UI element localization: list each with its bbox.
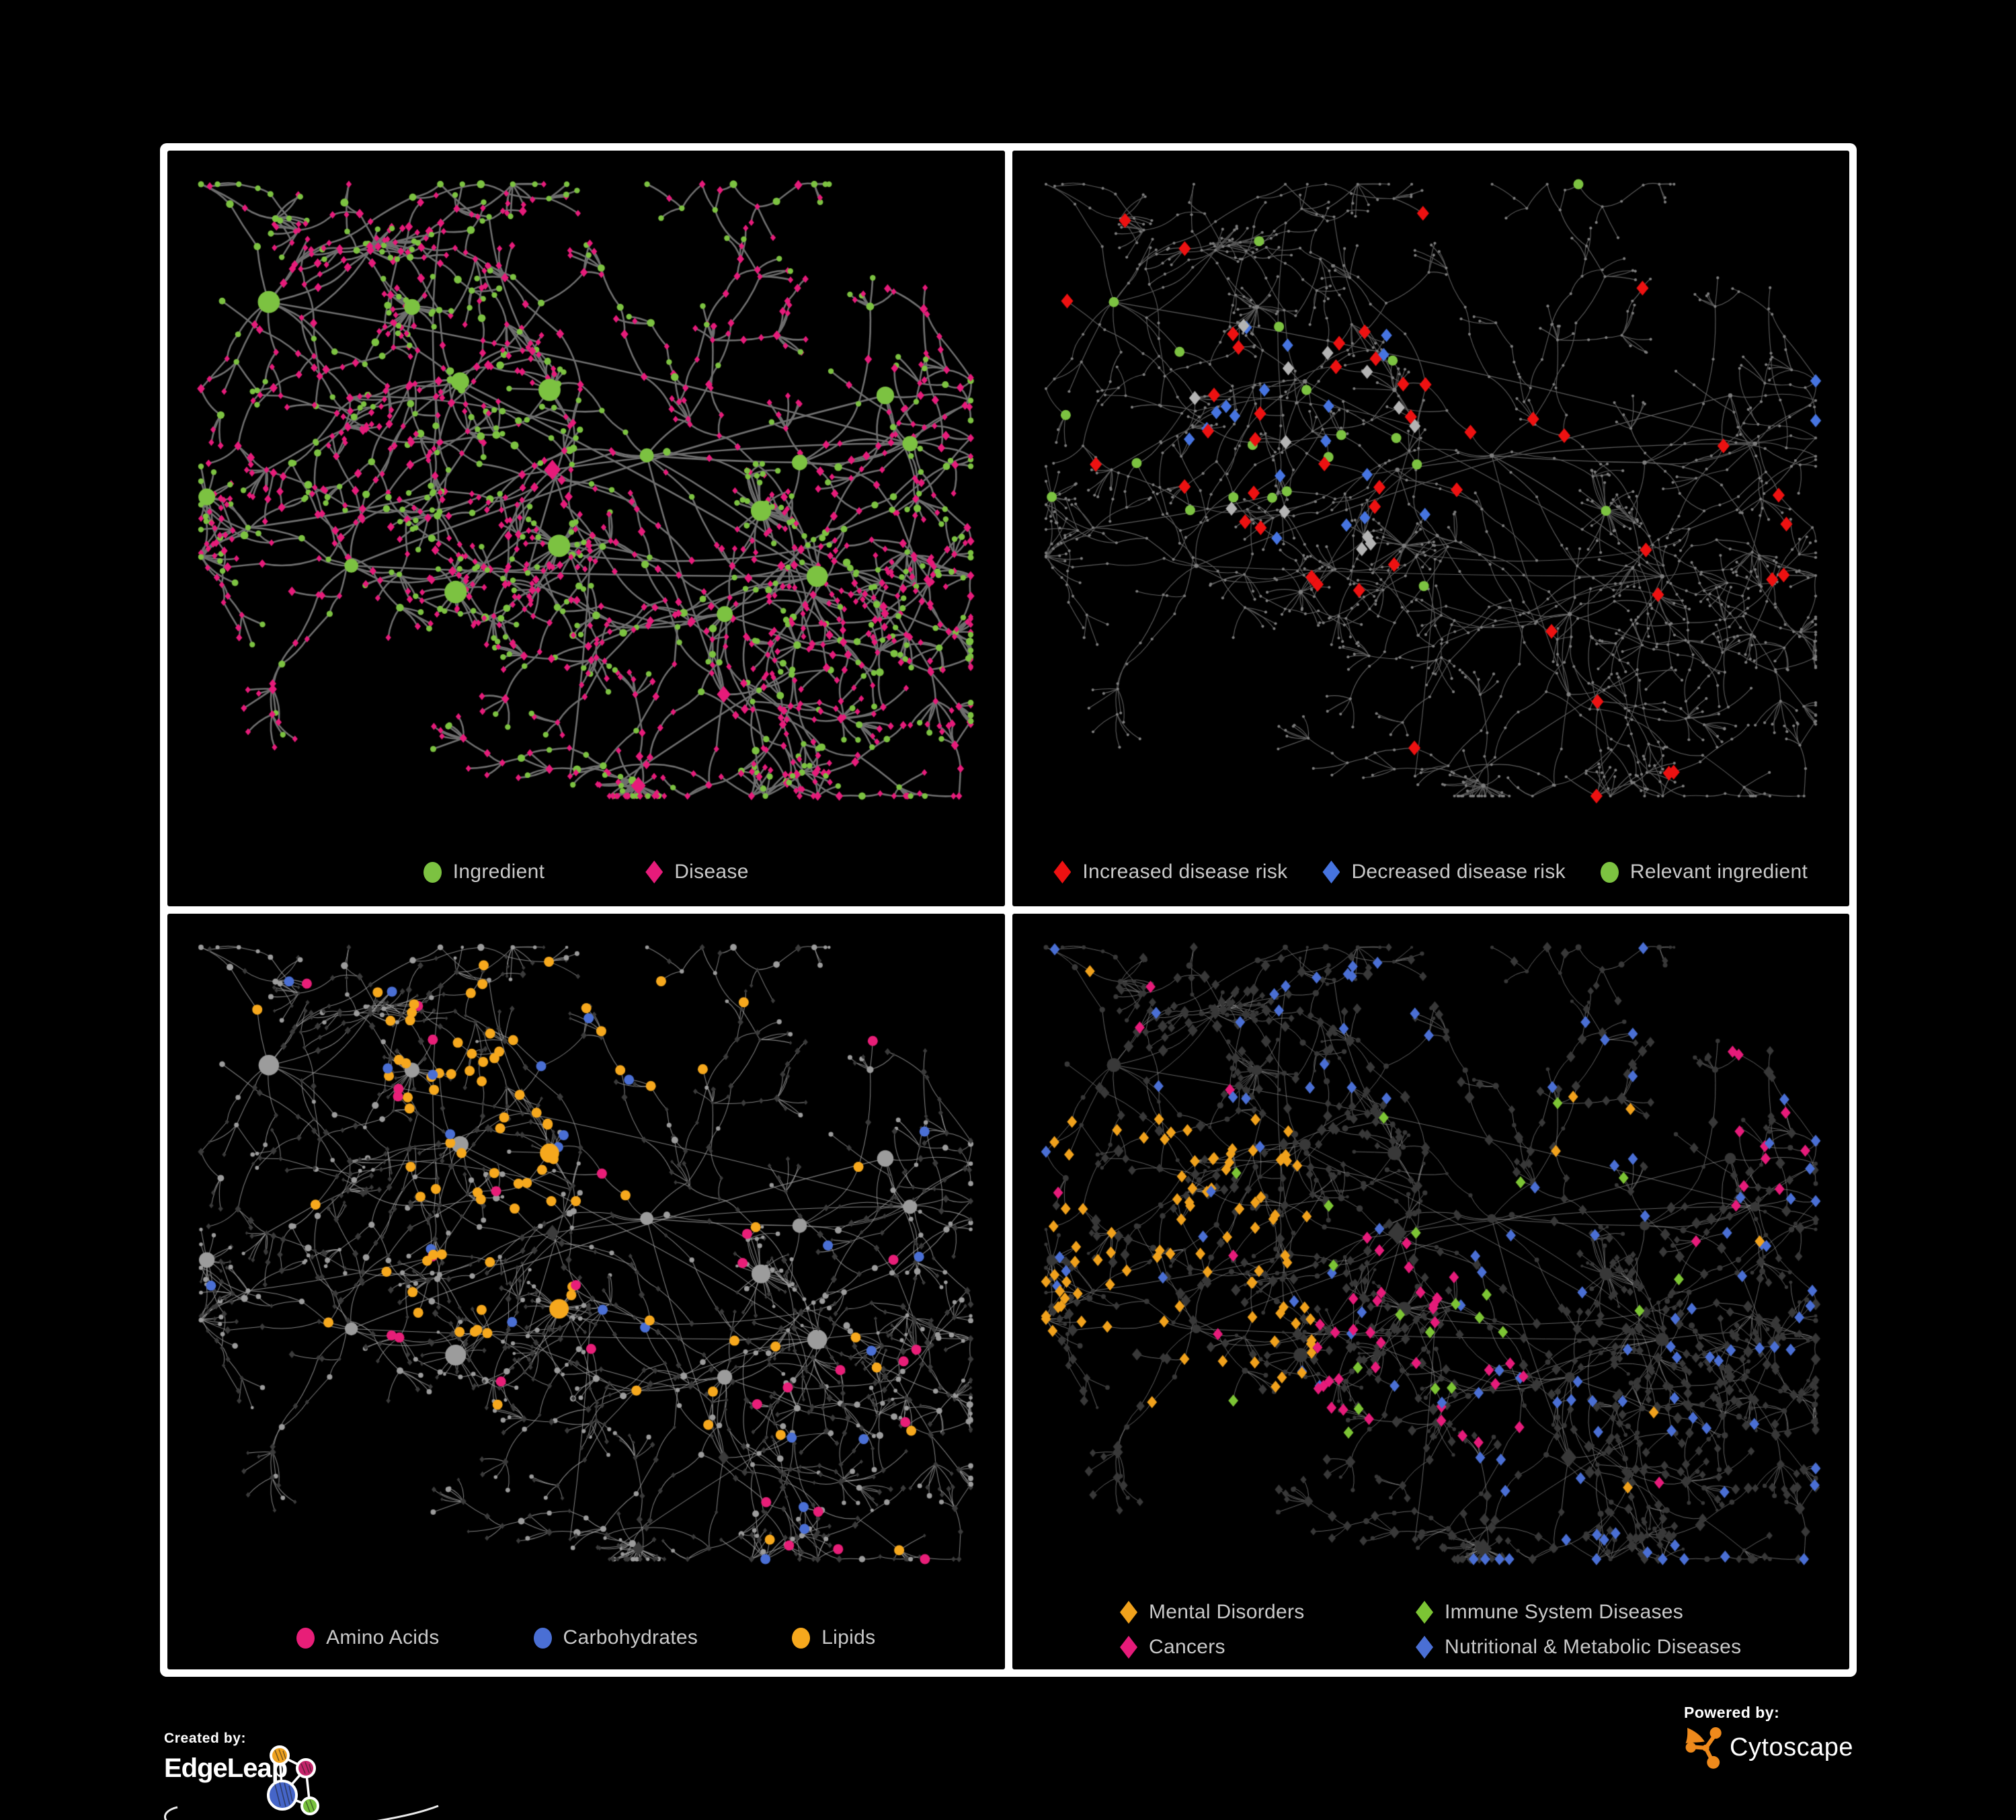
legend-item-cancers: Cancers <box>1120 1636 1389 1659</box>
legend-label: Disease <box>674 861 749 883</box>
powered-by-branding: Powered by: Cytoscape <box>1684 1704 1899 1784</box>
legend-label: Cancers <box>1149 1636 1225 1658</box>
cytoscape-wordmark: Cytoscape <box>1730 1733 1854 1762</box>
ingredient-swatch-icon <box>423 861 442 883</box>
legend-label: Mental Disorders <box>1149 1601 1305 1623</box>
network-canvas-ingredient-disease <box>167 151 1004 830</box>
legend-label: Immune System Diseases <box>1445 1601 1684 1623</box>
nutritional-metabolic-diseases-swatch-icon <box>1416 1636 1434 1659</box>
legend-item-mental-disorders: Mental Disorders <box>1120 1601 1389 1624</box>
legend-label: Relevant ingredient <box>1629 861 1808 883</box>
increased-disease-risk-swatch-icon <box>1053 861 1072 883</box>
disease-swatch-icon <box>645 861 663 883</box>
panel-disease-categories: Mental Disorders Immune System Diseases Ca… <box>1012 914 1850 1669</box>
immune-system-diseases-swatch-icon <box>1416 1601 1434 1624</box>
legend-item-amino-acids: Amino Acids <box>296 1626 439 1649</box>
legend-item-immune-system-diseases: Immune System Diseases <box>1416 1601 1741 1624</box>
edgeleap-logo-icon <box>267 1745 319 1815</box>
relevant-ingredient-swatch-icon <box>1600 861 1619 883</box>
network-canvas-disease-risk <box>1012 151 1849 830</box>
panel-disease-risk: Increased disease risk Decreased disease … <box>1012 151 1850 906</box>
cytoscape-logo-icon <box>1685 1727 1722 1769</box>
lipids-swatch-icon <box>792 1627 811 1649</box>
cancers-swatch-icon <box>1120 1636 1138 1659</box>
legend-item-carbohydrates: Carbohydrates <box>533 1626 698 1649</box>
legend-disease-risk: Increased disease risk Decreased disease … <box>1012 861 1850 883</box>
legend-item-ingredient: Ingredient <box>423 861 545 883</box>
panels-grid: Ingredient Disease Increased disease risk… <box>160 143 1857 1677</box>
powered-by-label: Powered by: <box>1684 1704 1780 1721</box>
legend-label: Decreased disease risk <box>1351 861 1566 883</box>
amino-acids-swatch-icon <box>296 1627 315 1649</box>
created-by-label: Created by: <box>164 1731 247 1746</box>
legend-label: Increased disease risk <box>1082 861 1288 883</box>
legend-item-nutritional-metabolic-diseases: Nutritional & Metabolic Diseases <box>1416 1636 1741 1659</box>
legend-nutrient-classes: Amino Acids Carbohydrates Lipids <box>167 1626 1005 1649</box>
edgeleap-row: EdgeLeap <box>164 1745 487 1820</box>
legend-label: Carbohydrates <box>563 1626 698 1649</box>
legend-label: Nutritional & Metabolic Diseases <box>1445 1636 1742 1658</box>
edgeleap-swoosh-icon <box>164 1805 439 1820</box>
panel-ingredient-disease: Ingredient Disease <box>167 151 1005 906</box>
legend-item-increased-disease-risk: Increased disease risk <box>1053 861 1287 883</box>
powered-by-row: Cytoscape <box>1684 1726 1899 1769</box>
panel-nutrient-classes: Amino Acids Carbohydrates Lipids <box>167 914 1005 1669</box>
legend-label: Amino Acids <box>326 1626 440 1649</box>
network-canvas-disease-categories <box>1012 914 1849 1593</box>
legend-disease-categories: Mental Disorders Immune System Diseases Ca… <box>1012 1601 1850 1659</box>
network-canvas-nutrient-classes <box>167 914 1004 1593</box>
legend-item-lipids: Lipids <box>792 1626 875 1649</box>
legend-label: Ingredient <box>452 861 545 883</box>
legend-item-relevant-ingredient: Relevant ingredient <box>1600 861 1808 883</box>
legend-ingredient-disease: Ingredient Disease <box>167 861 1005 883</box>
legend-label: Lipids <box>821 1626 876 1649</box>
decreased-disease-risk-swatch-icon <box>1322 861 1340 883</box>
created-by-branding: Created by: EdgeLeap <box>164 1731 487 1820</box>
legend-item-disease: Disease <box>645 861 748 883</box>
mental-disorders-swatch-icon <box>1120 1601 1138 1624</box>
edgeleap-wordmark: EdgeLeap <box>164 1753 288 1783</box>
carbohydrates-swatch-icon <box>533 1627 552 1649</box>
legend-item-decreased-disease-risk: Decreased disease risk <box>1322 861 1566 883</box>
